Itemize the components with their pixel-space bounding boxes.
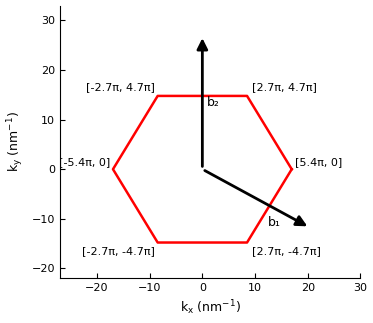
X-axis label: $k_x$ (nm$^{-1}$): $k_x$ (nm$^{-1}$) (180, 299, 241, 318)
Text: b₁: b₁ (268, 216, 281, 229)
Text: b₂: b₂ (207, 96, 219, 109)
Text: [-5.4π, 0]: [-5.4π, 0] (59, 157, 110, 167)
Y-axis label: $k_y$ (nm$^{-1}$): $k_y$ (nm$^{-1}$) (6, 111, 26, 172)
Text: [5.4π, 0]: [5.4π, 0] (295, 157, 342, 167)
Text: [2.7π, 4.7π]: [2.7π, 4.7π] (253, 82, 317, 92)
Text: [-2.7π, -4.7π]: [-2.7π, -4.7π] (82, 246, 155, 256)
Text: [2.7π, -4.7π]: [2.7π, -4.7π] (253, 246, 321, 256)
Text: [-2.7π, 4.7π]: [-2.7π, 4.7π] (86, 82, 155, 92)
